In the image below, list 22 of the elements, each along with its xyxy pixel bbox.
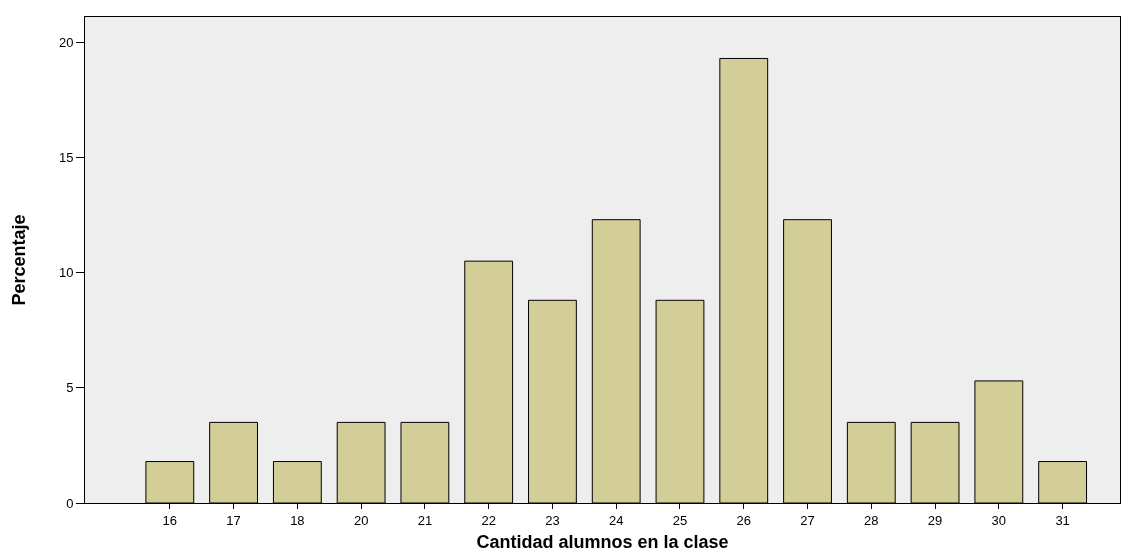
y-tick-label: 20 <box>58 34 74 50</box>
x-tick-label: 20 <box>353 512 369 528</box>
y-tick-label: 5 <box>66 380 74 396</box>
x-axis-title: Cantidad alumnos en la clase <box>476 531 729 552</box>
x-tick-label: 22 <box>481 512 496 528</box>
x-tick-label: 18 <box>290 512 305 528</box>
x-tick-label: 17 <box>226 512 241 528</box>
x-tick-label: 21 <box>417 512 433 528</box>
x-tick-label: 16 <box>162 512 178 528</box>
x-tick-label: 27 <box>800 512 815 528</box>
x-tick-label: 24 <box>608 512 624 528</box>
y-tick-label: 0 <box>66 495 74 511</box>
x-tick-label: 29 <box>927 512 943 528</box>
x-tick-label: 26 <box>736 512 751 528</box>
x-tick-label: 25 <box>672 512 688 528</box>
x-tick-label: 28 <box>864 512 879 528</box>
y-tick-label: 10 <box>58 265 74 281</box>
y-axis-title: Percentaje <box>9 214 30 306</box>
x-tick-label: 31 <box>1055 512 1070 528</box>
x-tick-label: 30 <box>991 512 1007 528</box>
x-tick-label: 23 <box>545 512 560 528</box>
y-tick-label: 15 <box>58 150 74 166</box>
